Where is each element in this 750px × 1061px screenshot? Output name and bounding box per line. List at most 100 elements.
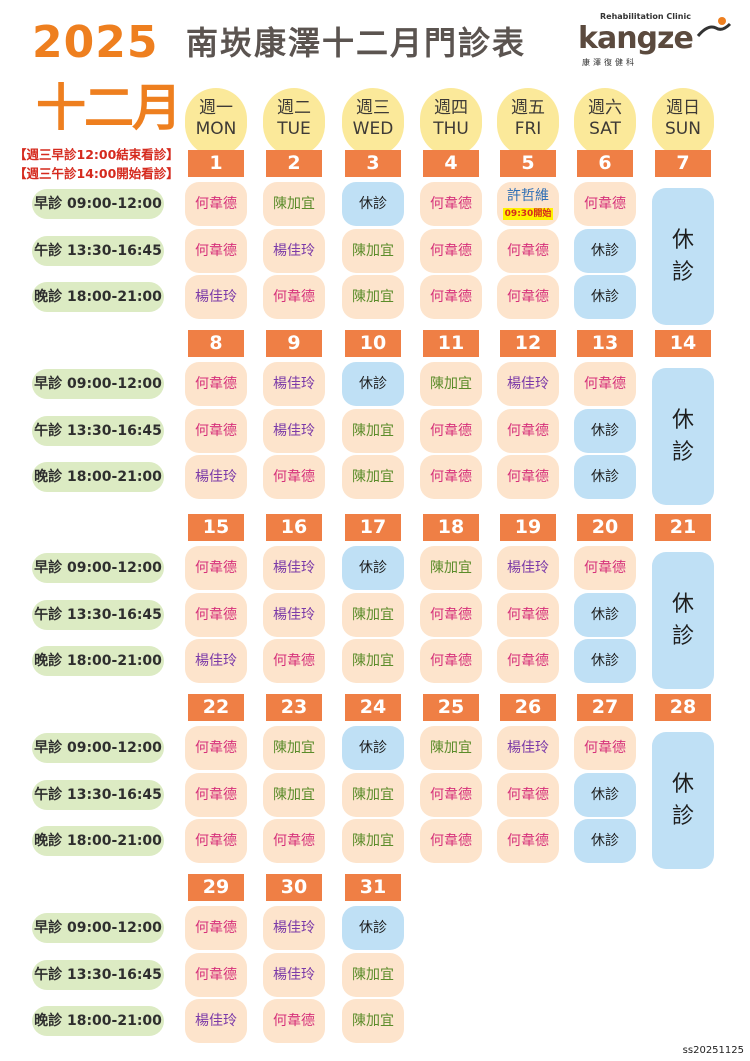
- weekday-en: SUN: [665, 119, 701, 139]
- weekday-header-mon: 週一 MON: [185, 88, 247, 156]
- doctor-cell: 楊佳玲: [263, 593, 325, 637]
- date-badge: 25: [423, 694, 479, 721]
- weekday-zh: 週三: [356, 98, 390, 118]
- doctor-cell: 楊佳玲: [497, 726, 559, 770]
- closed-char: 休: [671, 591, 694, 617]
- wednesday-morning-note: 【週三早診12:00結束看診】: [14, 147, 179, 162]
- doctor-cell: 何韋德: [263, 639, 325, 683]
- date-badge: 3: [345, 150, 401, 177]
- weekday-en: SAT: [589, 119, 621, 139]
- doctor-cell: 何韋德: [420, 182, 482, 226]
- weekday-zh: 週五: [511, 98, 545, 118]
- weekday-header-sat: 週六 SAT: [574, 88, 636, 156]
- slot-label: 午診 13:30-16:45: [32, 960, 164, 990]
- doctor-cell: 何韋德: [420, 455, 482, 499]
- page-title: 南崁康澤十二月門診表: [186, 24, 527, 62]
- closed-cell: 休診: [342, 182, 404, 226]
- date-badge: 8: [188, 330, 244, 357]
- doctor-cell: 陳加宜: [342, 639, 404, 683]
- closed-cell: 休診: [574, 409, 636, 453]
- doctor-cell: 陳加宜: [342, 819, 404, 863]
- doctor-cell: 何韋德: [497, 229, 559, 273]
- weekday-header-sun: 週日 SUN: [652, 88, 714, 156]
- closed-char: 休: [671, 227, 694, 253]
- document-code: ss20251125: [682, 1045, 744, 1056]
- slot-label: 早診 09:00-12:00: [32, 369, 164, 399]
- doctor-cell: 陳加宜: [342, 953, 404, 997]
- date-badge: 20: [577, 514, 633, 541]
- date-badge: 31: [345, 874, 401, 901]
- weekday-en: FRI: [514, 119, 542, 139]
- doctor-cell: 陳加宜: [342, 593, 404, 637]
- doctor-cell: 何韋德: [574, 546, 636, 590]
- doctor-name: 許哲維: [507, 188, 549, 204]
- weekday-en: THU: [433, 119, 469, 139]
- doctor-cell: 陳加宜: [263, 726, 325, 770]
- doctor-cell: 楊佳玲: [263, 953, 325, 997]
- doctor-cell: 陳加宜: [342, 229, 404, 273]
- slot-label: 晚診 18:00-21:00: [32, 1006, 164, 1036]
- slot-label: 晚診 18:00-21:00: [32, 462, 164, 492]
- doctor-cell: 楊佳玲: [185, 999, 247, 1043]
- date-badge: 23: [266, 694, 322, 721]
- doctor-cell: 楊佳玲: [263, 906, 325, 950]
- closed-char: 診: [671, 803, 694, 829]
- slot-label: 早診 09:00-12:00: [32, 189, 164, 219]
- closed-char: 診: [671, 259, 694, 285]
- doctor-cell: 何韋德: [574, 726, 636, 770]
- weekday-header-wed: 週三 WED: [342, 88, 404, 156]
- doctor-cell: 許哲維 09:30開始: [497, 182, 559, 226]
- weekday-zh: 週一: [199, 98, 233, 118]
- weekday-header-fri: 週五 FRI: [497, 88, 559, 156]
- date-badge: 4: [423, 150, 479, 177]
- doctor-cell: 陳加宜: [420, 546, 482, 590]
- doctor-cell: 何韋德: [420, 593, 482, 637]
- date-badge: 29: [188, 874, 244, 901]
- date-badge: 21: [655, 514, 711, 541]
- sunday-closed-cell: 休診: [652, 732, 714, 869]
- slot-label: 晚診 18:00-21:00: [32, 282, 164, 312]
- closed-cell: 休診: [574, 229, 636, 273]
- sunday-closed-cell: 休診: [652, 188, 714, 325]
- date-badge: 22: [188, 694, 244, 721]
- date-badge: 27: [577, 694, 633, 721]
- closed-char: 診: [671, 439, 694, 465]
- doctor-cell: 陳加宜: [263, 182, 325, 226]
- doctor-cell: 楊佳玲: [263, 409, 325, 453]
- doctor-cell: 楊佳玲: [185, 275, 247, 319]
- date-badge: 5: [500, 150, 556, 177]
- doctor-cell: 楊佳玲: [263, 229, 325, 273]
- doctor-cell: 何韋德: [420, 275, 482, 319]
- closed-cell: 休診: [574, 773, 636, 817]
- doctor-cell: 何韋德: [420, 639, 482, 683]
- date-badge: 12: [500, 330, 556, 357]
- doctor-cell: 何韋德: [574, 182, 636, 226]
- date-badge: 24: [345, 694, 401, 721]
- date-badge: 30: [266, 874, 322, 901]
- slot-label: 午診 13:30-16:45: [32, 236, 164, 266]
- doctor-cell: 楊佳玲: [263, 362, 325, 406]
- doctor-cell: 陳加宜: [420, 726, 482, 770]
- weekday-zh: 週日: [666, 98, 700, 118]
- weekday-zh: 週四: [434, 98, 468, 118]
- doctor-cell: 何韋德: [497, 275, 559, 319]
- closed-cell: 休診: [342, 362, 404, 406]
- doctor-cell: 何韋德: [497, 455, 559, 499]
- date-badge: 10: [345, 330, 401, 357]
- date-badge: 1: [188, 150, 244, 177]
- slot-label: 午診 13:30-16:45: [32, 600, 164, 630]
- doctor-cell: 陳加宜: [342, 773, 404, 817]
- doctor-cell: 何韋德: [185, 362, 247, 406]
- doctor-cell: 何韋德: [263, 455, 325, 499]
- doctor-cell: 何韋德: [185, 229, 247, 273]
- weekday-en: TUE: [277, 119, 311, 139]
- doctor-cell: 何韋德: [497, 593, 559, 637]
- date-badge: 7: [655, 150, 711, 177]
- logo-tagline: Rehabilitation Clinic: [600, 12, 691, 21]
- date-badge: 14: [655, 330, 711, 357]
- weekday-en: WED: [352, 119, 394, 139]
- doctor-cell: 陳加宜: [420, 362, 482, 406]
- doctor-cell: 何韋德: [497, 639, 559, 683]
- date-badge: 26: [500, 694, 556, 721]
- slot-label: 早診 09:00-12:00: [32, 733, 164, 763]
